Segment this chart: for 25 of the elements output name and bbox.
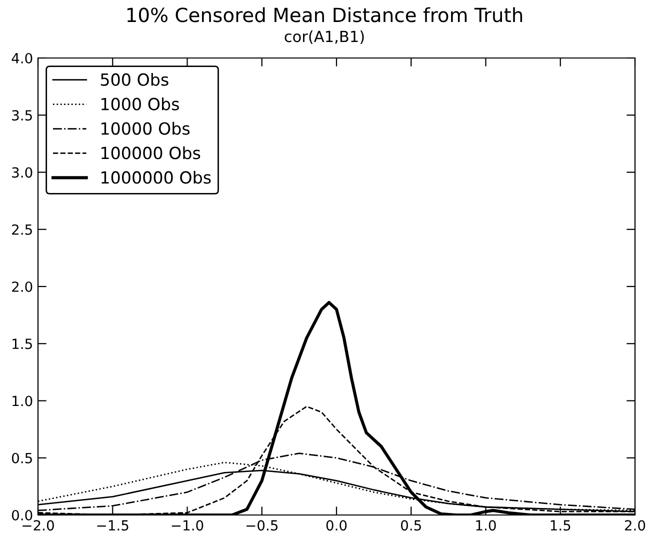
x-tick-label: −1.5 — [97, 520, 128, 531]
legend-label: 1000 Obs — [101, 97, 179, 110]
y-tick-label: 0.5 — [12, 452, 32, 464]
legend-label: 100000 Obs — [101, 146, 200, 160]
x-tick-label: 2.0 — [624, 520, 646, 531]
y-tick-label: 1.5 — [12, 338, 32, 350]
chart-title: 10% Censored Mean Distance from Truth — [127, 7, 522, 22]
y-tick-label: 1.0 — [12, 396, 32, 406]
y-tick-label: 0.0 — [12, 510, 32, 520]
legend-label: 10000 Obs — [101, 122, 190, 135]
x-tick-label: −1.0 — [172, 520, 204, 531]
x-tick-label: −2.0 — [22, 520, 54, 531]
y-tick-label: 3.0 — [12, 167, 32, 178]
x-tick-label: 1.5 — [550, 520, 570, 531]
y-tick-label: 2.5 — [12, 224, 32, 235]
legend-label: 500 Obs — [100, 73, 168, 86]
x-tick-label: 0.0 — [326, 520, 347, 531]
chart-subtitle: cor(A1,B1) — [284, 30, 364, 44]
x-tick-label: −0.5 — [246, 520, 278, 531]
y-tick-label: 3.5 — [12, 110, 32, 121]
x-tick-label: 0.5 — [400, 520, 421, 531]
y-tick-label: 4.0 — [12, 52, 32, 64]
legend-label: 1000000 Obs — [101, 170, 211, 184]
y-tick-label: 2.0 — [12, 281, 32, 292]
x-tick-label: 1.0 — [476, 520, 496, 531]
